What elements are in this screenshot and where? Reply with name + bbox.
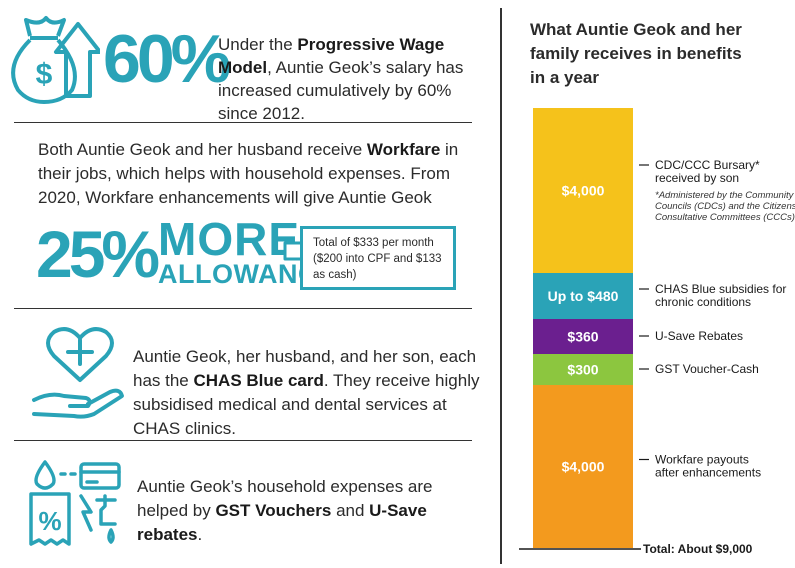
workfare-percent: 25% [36,217,160,291]
bar-segment-label-3: $300 [567,362,598,378]
hand-heart-cross-icon [32,327,124,419]
segment-note-0-line-2: Consultative Committees (CCCs). [655,212,795,223]
segment-name-0-line-0: CDC/CCC Bursary* [655,158,760,172]
chas-blue-text: Auntie Geok, her husband, and her son, e… [133,347,480,438]
divider-2 [14,308,472,309]
bar-segment-4 [533,385,633,548]
bills-utilities-icon: % [29,460,121,546]
workfare-text: Both Auntie Geok and her husband receive… [38,140,459,207]
money-bag-up-arrow-icon: $ [11,16,100,104]
divider-3 [14,440,472,441]
bar-segment-label-4: $4,000 [562,459,605,475]
total-label: Total: About $9,000 [643,542,753,556]
more-label: MORE [158,213,300,265]
divider-1 [14,122,472,123]
segment-name-3-line-0: GST Voucher-Cash [655,362,759,376]
bar-segment-label-0: $4,000 [562,183,605,199]
chart-title: What Auntie Geok and her family receives… [530,20,742,87]
segment-name-1-line-1: chronic conditions [655,295,751,309]
segment-note-0-line-0: *Administered by the Community Developme… [655,190,795,201]
segment-name-2-line-0: U-Save Rebates [655,329,743,343]
segment-name-4-line-0: Workfare payouts [655,453,749,467]
svg-text:%: % [38,506,61,536]
bar-segment-label-2: $360 [567,329,598,345]
svg-text:$: $ [36,58,53,91]
vertical-divider [500,8,502,564]
progressive-wage-text: Under the Progressive Wage Model, Auntie… [218,35,464,123]
allowance-detail-box: Total of $333 per month ($200 into CPF a… [300,226,456,290]
bar-segment-3 [533,354,633,385]
segment-note-0-line-1: Councils (CDCs) and the Citizens’ [655,201,795,212]
segment-name-0-line-1: received by son [655,171,739,185]
bar-segment-label-1: Up to $480 [548,288,619,304]
salary-increase-percent: 60% [103,21,231,97]
bar-segment-1 [533,273,633,319]
segment-name-4-line-1: after enhancements [655,466,761,480]
gst-usave-text: Auntie Geok’s household expenses are hel… [137,477,433,544]
bar-segment-2 [533,319,633,354]
segment-name-1-line-0: CHAS Blue subsidies for [655,282,786,296]
bar-segment-0 [533,108,633,273]
benefits-stacked-bar-chart: $4,000 CDC/CCC Bursary*received by son *Ad… [519,108,795,556]
